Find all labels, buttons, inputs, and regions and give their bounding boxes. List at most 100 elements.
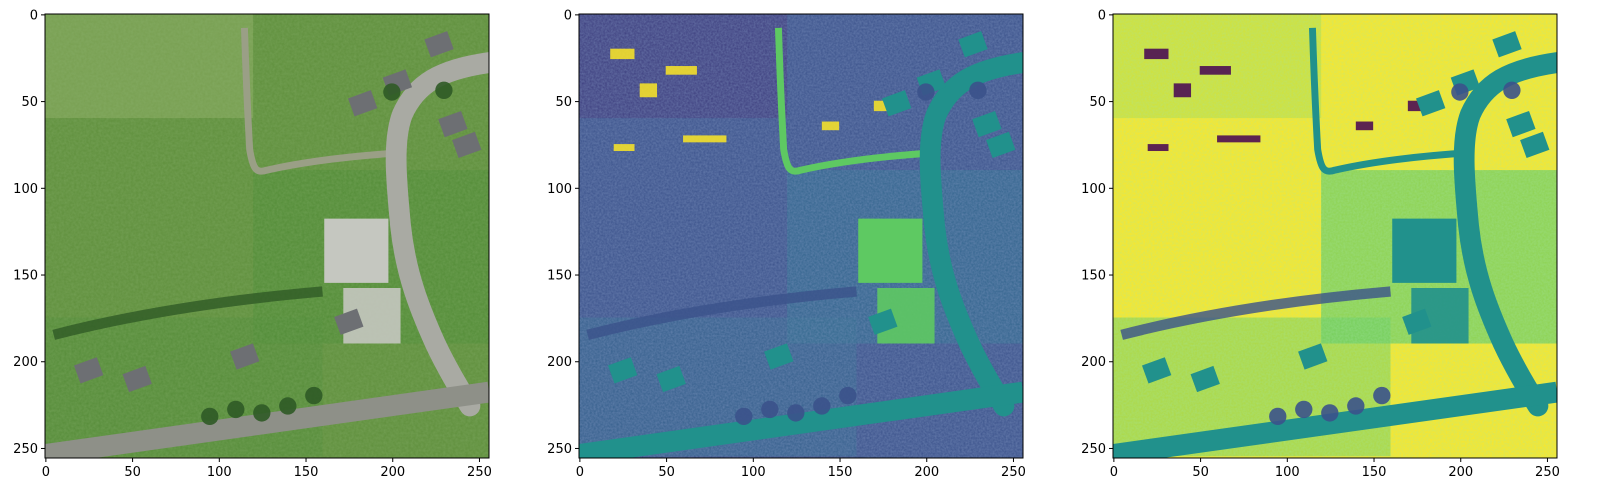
- house-roof: [958, 31, 988, 58]
- y-tick-label: 150: [1081, 269, 1106, 284]
- parking-lot: [1392, 218, 1457, 283]
- house-roof: [1492, 31, 1522, 58]
- tree-canopy: [279, 397, 297, 415]
- panel-index-map-1: 0 0 50 50 100 100 150 150 200 200 250 250: [547, 8, 1026, 480]
- x-tick-label: 50: [658, 465, 675, 480]
- tree-canopy: [383, 83, 401, 101]
- house-roof: [230, 343, 260, 370]
- tree-canopy: [1347, 397, 1365, 415]
- tree-canopy: [839, 386, 857, 405]
- house-roof: [122, 365, 152, 393]
- axes-frame: [578, 13, 1024, 459]
- tree-canopy: [917, 83, 935, 101]
- curved-road: [1453, 52, 1557, 417]
- tree-canopy: [787, 404, 805, 422]
- footpath: [774, 27, 935, 175]
- footpath: [1308, 27, 1469, 175]
- image-index-map-1: [579, 14, 1023, 458]
- image-aerial-rgb: [45, 14, 489, 458]
- footpath: [240, 27, 401, 175]
- house-roof: [764, 343, 794, 370]
- house-roof: [1298, 343, 1328, 370]
- tree-canopy: [735, 407, 753, 426]
- x-tick-label: 100: [207, 465, 232, 480]
- curved-road: [919, 52, 1023, 417]
- tree-canopy: [1295, 400, 1313, 419]
- y-tick-label: 0: [30, 8, 38, 23]
- house-roof: [1141, 357, 1172, 384]
- parking-lot: [858, 218, 923, 283]
- y-tick-label: 250: [1081, 442, 1106, 457]
- house-roof: [882, 90, 912, 117]
- tree-canopy: [305, 386, 323, 405]
- x-tick-label: 250: [467, 465, 492, 480]
- house-roof: [1190, 365, 1220, 393]
- y-tick-label: 100: [13, 182, 38, 197]
- x-tick-label: 150: [828, 465, 853, 480]
- x-tick-label: 200: [1448, 465, 1473, 480]
- house-roof: [452, 131, 482, 159]
- house-roof: [1416, 90, 1446, 117]
- y-tick-label: 150: [547, 269, 572, 284]
- curved-road: [385, 52, 489, 417]
- y-tick-label: 200: [547, 355, 572, 370]
- house-roof: [1402, 308, 1432, 335]
- house-roof: [438, 110, 468, 138]
- axes-frame: [44, 13, 490, 459]
- x-tick-label: 200: [380, 465, 405, 480]
- house-roof: [424, 31, 454, 58]
- house-roof: [334, 308, 364, 335]
- x-tick-label: 50: [1192, 465, 1209, 480]
- tree-canopy: [435, 81, 453, 99]
- house-roof: [73, 357, 104, 384]
- y-tick-label: 200: [13, 355, 38, 370]
- tree-canopy: [1503, 81, 1521, 99]
- house-roof: [986, 131, 1016, 159]
- tree-canopy: [201, 407, 219, 426]
- y-tick-label: 50: [1089, 95, 1106, 110]
- house-roof: [348, 90, 378, 117]
- highway: [1113, 381, 1557, 458]
- y-tick-label: 0: [564, 8, 572, 23]
- axes-frame: [1112, 13, 1558, 459]
- highway: [45, 381, 489, 458]
- house-roof: [868, 308, 898, 335]
- tree-canopy: [227, 400, 245, 419]
- x-tick-label: 0: [42, 465, 50, 480]
- house-roof: [972, 110, 1002, 138]
- y-tick-label: 100: [547, 182, 572, 197]
- y-tick-label: 150: [13, 269, 38, 284]
- panel-index-map-2: 0 0 50 50 100 100 150 150 200 200 250 250: [1081, 8, 1560, 480]
- y-tick-label: 250: [547, 442, 572, 457]
- x-tick-label: 150: [1362, 465, 1387, 480]
- x-tick-label: 250: [1001, 465, 1026, 480]
- y-tick-label: 50: [555, 95, 572, 110]
- y-tick-label: 0: [1098, 8, 1106, 23]
- y-tick-label: 200: [1081, 355, 1106, 370]
- x-tick-label: 250: [1535, 465, 1560, 480]
- tree-canopy: [1451, 83, 1469, 101]
- x-tick-label: 50: [124, 465, 141, 480]
- house-roof: [656, 365, 686, 393]
- tree-canopy: [761, 400, 779, 419]
- y-tick-label: 100: [1081, 182, 1106, 197]
- tree-canopy: [813, 397, 831, 415]
- tree-canopy: [1321, 404, 1339, 422]
- x-tick-label: 100: [741, 465, 766, 480]
- tree-canopy: [969, 81, 987, 99]
- x-tick-label: 200: [914, 465, 939, 480]
- x-tick-label: 150: [294, 465, 319, 480]
- tree-canopy: [1373, 386, 1391, 405]
- x-tick-label: 0: [576, 465, 584, 480]
- house-roof: [1520, 131, 1550, 159]
- tree-canopy: [1269, 407, 1287, 426]
- panel-aerial-rgb: 0 0 50 50 100 100 150 150 200 200 250 250: [13, 8, 492, 480]
- tree-canopy: [253, 404, 271, 422]
- y-tick-label: 250: [13, 442, 38, 457]
- image-index-map-2: [1113, 14, 1557, 458]
- x-tick-label: 0: [1110, 465, 1118, 480]
- y-tick-label: 50: [21, 95, 38, 110]
- house-roof: [1506, 110, 1536, 138]
- x-tick-label: 100: [1275, 465, 1300, 480]
